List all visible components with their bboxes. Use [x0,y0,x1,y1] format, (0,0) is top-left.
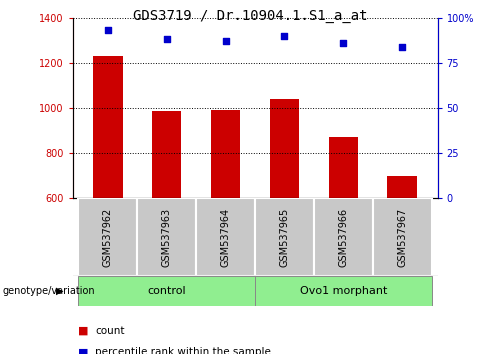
Text: count: count [95,326,124,336]
Bar [211,110,240,334]
Bar [78,198,138,276]
Text: ▶: ▶ [56,286,64,296]
Point [162,36,170,42]
Text: GSM537962: GSM537962 [103,207,113,267]
Point [280,33,288,39]
Bar [255,198,314,276]
Point [104,28,112,33]
Text: GDS3719 / Dr.10904.1.S1_a_at: GDS3719 / Dr.10904.1.S1_a_at [133,9,367,23]
Text: GSM537963: GSM537963 [162,207,172,267]
Text: ■: ■ [78,326,88,336]
Text: GSM537967: GSM537967 [397,207,407,267]
Bar [388,176,417,334]
Bar [270,99,299,334]
Point [398,44,406,50]
Point [340,40,347,46]
Bar [138,198,196,276]
Bar [255,276,432,306]
Bar [152,112,182,334]
Text: GSM537966: GSM537966 [338,207,348,267]
Bar [328,137,358,334]
Text: control: control [148,286,186,296]
Bar [372,198,432,276]
Text: Ovo1 morphant: Ovo1 morphant [300,286,387,296]
Text: genotype/variation: genotype/variation [2,286,95,296]
Point [222,38,230,44]
Text: percentile rank within the sample: percentile rank within the sample [95,347,271,354]
Bar [93,56,122,334]
Text: ■: ■ [78,347,88,354]
Bar [196,198,255,276]
Text: GSM537965: GSM537965 [280,207,289,267]
Bar [314,198,372,276]
Bar [78,276,255,306]
Text: GSM537964: GSM537964 [220,207,230,267]
